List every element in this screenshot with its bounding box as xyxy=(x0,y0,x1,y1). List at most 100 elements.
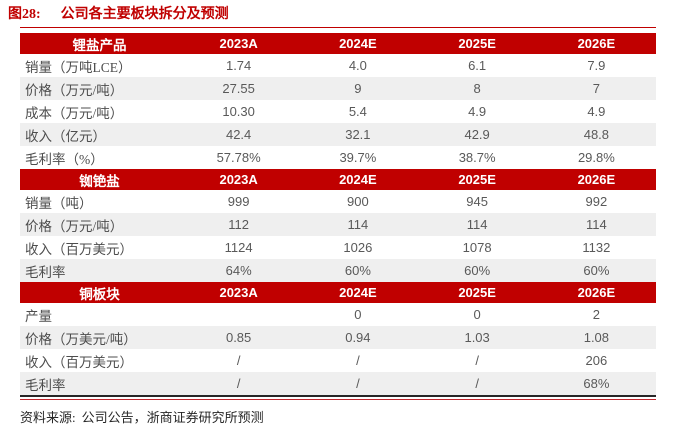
section-header-copper: 铜板块 2023A 2024E 2025E 2026E xyxy=(20,282,656,303)
cell: 42.9 xyxy=(417,123,537,146)
cell: 1.74 xyxy=(225,58,252,73)
row-label: 销量（万吨LCE） xyxy=(25,59,132,75)
cell: 114 xyxy=(417,213,537,236)
cell: 60% xyxy=(536,259,656,282)
column-header: 2026E xyxy=(536,33,656,54)
cell: 4.9 xyxy=(587,104,606,119)
section-header-rubidium-cesium: 铷铯盐 2023A 2024E 2025E 2026E xyxy=(20,169,656,190)
cell: 1132 xyxy=(582,240,611,255)
cell: 2 xyxy=(592,307,600,322)
row-label: 价格（万元/吨） xyxy=(20,77,179,100)
cell xyxy=(179,303,298,326)
table-bottom-accent-rule xyxy=(20,399,656,400)
table-row: 销量（吨） 999 900 945 992 xyxy=(20,190,656,213)
cell: / xyxy=(417,372,537,395)
table-row: 产量 0 0 2 xyxy=(20,303,656,326)
source-text: 公司公告，浙商证券研究所预测 xyxy=(81,410,264,425)
cell: 1.08 xyxy=(536,326,656,349)
row-label: 毛利率（%） xyxy=(25,151,104,167)
table-row: 价格（万元/吨） 112 114 114 114 xyxy=(20,213,656,236)
table-row: 毛利率 64% 60% 60% 60% xyxy=(20,259,656,282)
cell: 7.9 xyxy=(587,58,606,73)
column-header: 2025E xyxy=(417,282,537,303)
cell: / xyxy=(298,372,418,395)
row-label: 收入（百万美元） xyxy=(25,354,133,370)
cell: 57.78% xyxy=(216,150,261,165)
cell: 64% xyxy=(179,259,299,282)
cell: 1026 xyxy=(343,240,373,255)
row-label: 价格（万元/吨） xyxy=(20,213,179,236)
cell: 60% xyxy=(417,259,537,282)
table-bottom-rule xyxy=(20,395,656,397)
cell: 39.7% xyxy=(339,150,377,165)
cell: 900 xyxy=(347,194,369,209)
cell: 68% xyxy=(536,372,656,395)
column-header: 2024E xyxy=(298,169,418,190)
row-label: 成本（万元/吨） xyxy=(25,105,124,121)
cell: 10.30 xyxy=(222,104,255,119)
column-header: 2026E xyxy=(536,282,656,303)
title-rule xyxy=(20,27,656,28)
table-row: 销量（万吨LCE） 1.74 4.0 6.1 7.9 xyxy=(20,54,656,77)
row-label: 毛利率 xyxy=(20,259,179,282)
cell: / xyxy=(236,353,241,368)
cell: / xyxy=(179,372,299,395)
cell: 7 xyxy=(536,77,656,100)
column-header: 2024E xyxy=(298,33,418,54)
cell: 60% xyxy=(298,259,418,282)
figure-number: 图28: xyxy=(8,7,41,22)
row-label: 毛利率 xyxy=(20,372,179,395)
cell: 0 xyxy=(473,307,481,322)
row-label: 收入（百万美元） xyxy=(25,241,133,257)
section-name: 铜板块 xyxy=(20,282,179,303)
cell: 1124 xyxy=(224,240,253,255)
row-label: 收入（亿元） xyxy=(20,123,179,146)
table-row: 收入（百万美元） / / / 206 xyxy=(20,349,656,372)
column-header: 2026E xyxy=(536,169,656,190)
cell: 8 xyxy=(417,77,537,100)
column-header: 2025E xyxy=(417,169,537,190)
cell: 206 xyxy=(585,353,608,368)
cell: 999 xyxy=(227,194,250,209)
column-header: 2023A xyxy=(179,282,299,303)
row-label: 价格（万美元/吨） xyxy=(20,326,179,349)
cell: 5.4 xyxy=(348,104,367,119)
cell: 0.94 xyxy=(298,326,418,349)
cell: 112 xyxy=(179,213,299,236)
table-row: 毛利率 / / / 68% xyxy=(20,372,656,395)
cell: / xyxy=(475,353,479,368)
source-label: 资料来源: xyxy=(20,410,76,425)
cell: 42.4 xyxy=(179,123,299,146)
cell: 9 xyxy=(298,77,418,100)
cell: 48.8 xyxy=(536,123,656,146)
table-row: 收入（百万美元） 1124 1026 1078 1132 xyxy=(20,236,656,259)
cell: 992 xyxy=(585,194,608,209)
section-header-lithium: 锂盐产品 2023A 2024E 2025E 2026E xyxy=(20,33,656,54)
cell: 1.03 xyxy=(417,326,537,349)
row-label: 产量 xyxy=(25,308,52,324)
row-label: 销量（吨） xyxy=(25,195,93,211)
cell: 32.1 xyxy=(298,123,418,146)
cell: 945 xyxy=(466,194,488,209)
figure-title: 图28: 公司各主要板块拆分及预测 xyxy=(0,0,676,23)
column-header: 2024E xyxy=(298,282,418,303)
section-name: 铷铯盐 xyxy=(20,169,179,190)
cell: 4.9 xyxy=(468,104,487,119)
column-header: 2023A xyxy=(179,169,299,190)
source-note: 资料来源: 公司公告，浙商证券研究所预测 xyxy=(20,407,676,426)
cell: 1078 xyxy=(462,240,492,255)
cell: 29.8% xyxy=(577,150,615,165)
cell: 114 xyxy=(298,213,418,236)
column-header: 2023A xyxy=(179,33,299,54)
figure-caption: 公司各主要板块拆分及预测 xyxy=(60,7,229,22)
forecast-table: 锂盐产品 2023A 2024E 2025E 2026E 销量（万吨LCE） 1… xyxy=(20,33,656,395)
cell: 114 xyxy=(536,213,656,236)
cell: 6.1 xyxy=(468,58,487,73)
cell: 0.85 xyxy=(179,326,299,349)
cell: 27.55 xyxy=(179,77,299,100)
table-row: 收入（亿元） 42.4 32.1 42.9 48.8 xyxy=(20,123,656,146)
table-row: 价格（万美元/吨） 0.85 0.94 1.03 1.08 xyxy=(20,326,656,349)
table-row: 毛利率（%） 57.78% 39.7% 38.7% 29.8% xyxy=(20,146,656,169)
cell: 38.7% xyxy=(458,150,496,165)
